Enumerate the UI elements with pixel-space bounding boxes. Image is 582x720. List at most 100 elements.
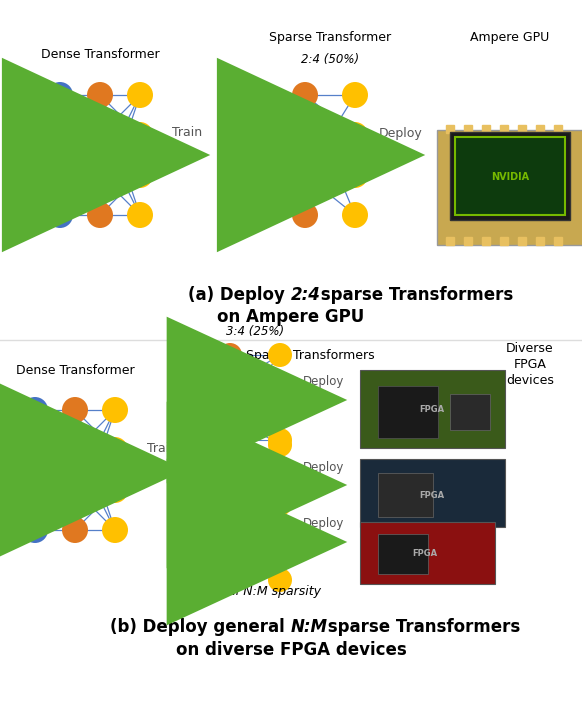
Circle shape bbox=[292, 162, 318, 188]
Text: Diverse
FPGA
devices: Diverse FPGA devices bbox=[506, 343, 554, 387]
Circle shape bbox=[218, 458, 242, 482]
Circle shape bbox=[127, 202, 153, 228]
FancyBboxPatch shape bbox=[378, 534, 428, 574]
Text: Dense Transformer: Dense Transformer bbox=[41, 48, 159, 61]
Circle shape bbox=[22, 517, 48, 543]
Text: Sparse Transformers: Sparse Transformers bbox=[246, 348, 374, 361]
Circle shape bbox=[22, 437, 48, 463]
Circle shape bbox=[47, 162, 73, 188]
Bar bbox=[500, 125, 508, 133]
Circle shape bbox=[268, 568, 292, 592]
Circle shape bbox=[87, 202, 113, 228]
Circle shape bbox=[268, 458, 292, 482]
Circle shape bbox=[127, 162, 153, 188]
FancyBboxPatch shape bbox=[437, 130, 582, 245]
Bar bbox=[536, 237, 544, 245]
Text: Train: Train bbox=[172, 127, 202, 140]
Text: Ampere GPU: Ampere GPU bbox=[470, 30, 549, 43]
Text: 2:4 (50%): 2:4 (50%) bbox=[226, 410, 284, 423]
Text: Train: Train bbox=[147, 441, 177, 454]
Bar bbox=[500, 237, 508, 245]
Circle shape bbox=[268, 373, 292, 397]
Circle shape bbox=[268, 433, 292, 457]
Bar bbox=[446, 125, 454, 133]
Circle shape bbox=[87, 122, 113, 148]
Text: (b) Deploy general: (b) Deploy general bbox=[111, 618, 291, 636]
Text: FPGA: FPGA bbox=[420, 405, 445, 415]
Circle shape bbox=[127, 122, 153, 148]
Circle shape bbox=[127, 82, 153, 108]
Circle shape bbox=[268, 542, 292, 566]
Circle shape bbox=[87, 82, 113, 108]
Circle shape bbox=[62, 397, 88, 423]
Circle shape bbox=[47, 122, 73, 148]
Bar bbox=[554, 125, 562, 133]
Text: 2:4 (50%): 2:4 (50%) bbox=[301, 53, 359, 66]
Bar bbox=[464, 237, 472, 245]
Circle shape bbox=[268, 343, 292, 367]
Circle shape bbox=[268, 428, 292, 452]
Circle shape bbox=[87, 162, 113, 188]
Circle shape bbox=[292, 82, 318, 108]
Circle shape bbox=[268, 518, 292, 542]
Circle shape bbox=[342, 162, 368, 188]
Text: on Ampere GPU: on Ampere GPU bbox=[217, 308, 365, 326]
Circle shape bbox=[62, 517, 88, 543]
FancyBboxPatch shape bbox=[360, 522, 495, 584]
Circle shape bbox=[62, 437, 88, 463]
Circle shape bbox=[292, 122, 318, 148]
Circle shape bbox=[268, 492, 292, 516]
Circle shape bbox=[218, 373, 242, 397]
Circle shape bbox=[218, 433, 242, 457]
Circle shape bbox=[218, 403, 242, 427]
Bar bbox=[446, 237, 454, 245]
Circle shape bbox=[47, 202, 73, 228]
Circle shape bbox=[102, 477, 128, 503]
Bar bbox=[482, 237, 490, 245]
FancyBboxPatch shape bbox=[450, 132, 570, 220]
Text: Deploy: Deploy bbox=[303, 518, 345, 531]
Text: 1:4 (75%): 1:4 (75%) bbox=[226, 475, 284, 488]
Text: 3:4 (25%): 3:4 (25%) bbox=[226, 325, 284, 338]
Circle shape bbox=[22, 477, 48, 503]
Bar bbox=[518, 125, 526, 133]
Text: sparse Transformers: sparse Transformers bbox=[315, 286, 513, 304]
Text: Dense Transformer: Dense Transformer bbox=[16, 364, 134, 377]
Text: Deploy: Deploy bbox=[303, 376, 345, 389]
Circle shape bbox=[292, 202, 318, 228]
Text: General N:M sparsity: General N:M sparsity bbox=[190, 585, 321, 598]
Text: FPGA: FPGA bbox=[420, 490, 445, 500]
FancyBboxPatch shape bbox=[450, 394, 490, 430]
Text: Deploy: Deploy bbox=[303, 461, 345, 474]
FancyBboxPatch shape bbox=[455, 137, 565, 215]
FancyBboxPatch shape bbox=[360, 459, 505, 527]
Text: on diverse FPGA devices: on diverse FPGA devices bbox=[176, 641, 406, 659]
Circle shape bbox=[22, 397, 48, 423]
Circle shape bbox=[218, 488, 242, 512]
Bar bbox=[464, 125, 472, 133]
Text: FPGA: FPGA bbox=[413, 549, 438, 559]
Circle shape bbox=[342, 82, 368, 108]
Text: Sparse Transformer: Sparse Transformer bbox=[269, 30, 391, 43]
Circle shape bbox=[268, 488, 292, 512]
Bar bbox=[536, 125, 544, 133]
Circle shape bbox=[342, 202, 368, 228]
Circle shape bbox=[218, 568, 242, 592]
Circle shape bbox=[102, 437, 128, 463]
Circle shape bbox=[102, 517, 128, 543]
FancyBboxPatch shape bbox=[378, 386, 438, 438]
Circle shape bbox=[218, 518, 242, 542]
FancyBboxPatch shape bbox=[378, 473, 433, 517]
Circle shape bbox=[47, 82, 73, 108]
Circle shape bbox=[102, 397, 128, 423]
Bar bbox=[518, 237, 526, 245]
Text: 2:4: 2:4 bbox=[291, 286, 321, 304]
Text: sparse Transformers: sparse Transformers bbox=[322, 618, 520, 636]
Bar bbox=[554, 237, 562, 245]
Circle shape bbox=[218, 492, 242, 516]
Circle shape bbox=[268, 518, 292, 542]
Text: Deploy: Deploy bbox=[379, 127, 423, 140]
Circle shape bbox=[268, 403, 292, 427]
Circle shape bbox=[342, 122, 368, 148]
Circle shape bbox=[218, 542, 242, 566]
